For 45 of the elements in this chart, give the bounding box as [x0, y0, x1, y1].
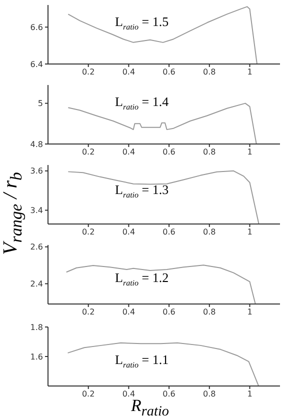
y-tick-label: 2.4 — [30, 280, 43, 289]
line-series — [67, 342, 260, 386]
y-tick-label: 4.8 — [30, 140, 43, 149]
x-tick-label: 1 — [247, 308, 252, 317]
y-tick-label: 5 — [38, 99, 43, 108]
annotation: L$_{ratio}$ = 1.2 — [115, 270, 169, 288]
x-tick-label: 0.2 — [82, 390, 95, 399]
x-tick-label: 0.6 — [162, 390, 176, 399]
x-tick-label: 0.8 — [203, 308, 216, 317]
x-tick-label: 0.2 — [82, 308, 95, 317]
annotation: L$_{ratio}$ = 1.1 — [115, 352, 169, 370]
x-tick-label: 1 — [247, 390, 252, 399]
x-tick-label: 1 — [247, 68, 252, 77]
y-tick-label: 3.6 — [30, 166, 43, 176]
x-tick-label: 0.6 — [162, 148, 176, 157]
y-tick-label: 1.8 — [30, 322, 43, 332]
x-tick-label: 0.8 — [203, 228, 216, 237]
x-axis-title: R$_{ratio}$ — [131, 396, 169, 418]
x-tick-label: 0.4 — [122, 308, 136, 317]
line-series — [68, 170, 260, 224]
y-tick-label: 6.4 — [30, 60, 43, 69]
x-tick-label: 0.4 — [122, 390, 136, 399]
x-tick-label: 0.4 — [122, 68, 136, 77]
x-tick-label: 0.6 — [162, 228, 176, 237]
y-tick-label: 6.6 — [30, 22, 43, 32]
x-tick-label: 1 — [247, 228, 252, 237]
line-series — [68, 6, 258, 64]
x-tick-label: 0.4 — [122, 148, 136, 157]
x-tick-label: 0.6 — [162, 68, 176, 77]
annotation: L$_{ratio}$ = 1.3 — [115, 182, 169, 200]
x-tick-label: 0.2 — [82, 228, 95, 237]
x-tick-label: 0.6 — [162, 308, 176, 317]
x-tick-label: 0.2 — [82, 148, 95, 157]
y-tick-label: 1.6 — [30, 352, 43, 362]
y-tick-label: 2.6 — [30, 242, 43, 252]
y-tick-label: 3.4 — [30, 206, 43, 216]
x-tick-label: 0.8 — [203, 148, 216, 157]
x-tick-label: 0.4 — [122, 228, 136, 237]
x-tick-label: 0.2 — [82, 68, 95, 77]
x-tick-label: 0.8 — [203, 390, 216, 399]
annotation: L$_{ratio}$ = 1.5 — [115, 14, 169, 32]
x-tick-label: 1 — [247, 148, 252, 157]
x-tick-label: 0.8 — [203, 68, 216, 77]
line-series — [66, 264, 256, 304]
annotation: L$_{ratio}$ = 1.4 — [115, 94, 169, 112]
